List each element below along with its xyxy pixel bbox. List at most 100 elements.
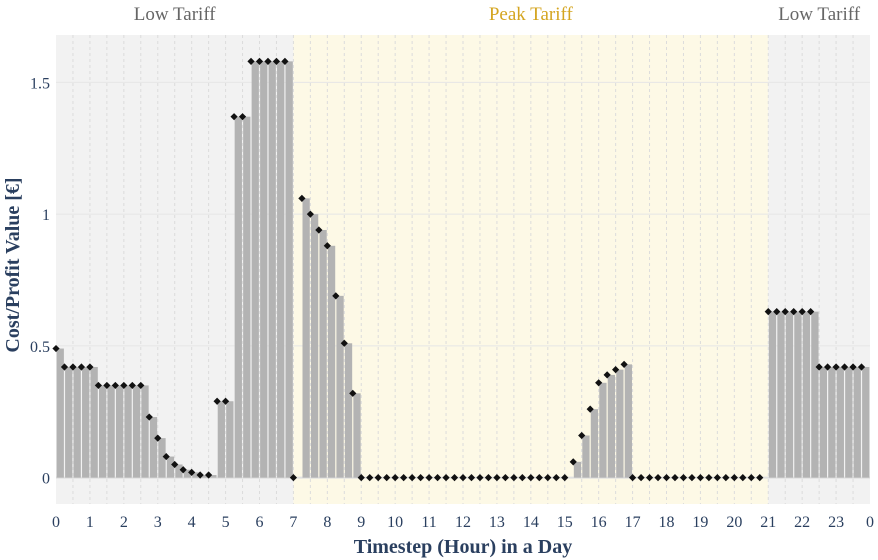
data-point-marker <box>807 308 815 316</box>
bar <box>777 311 785 478</box>
data-point-marker <box>349 389 357 397</box>
data-point-marker <box>840 363 849 371</box>
data-point-marker <box>824 363 832 371</box>
data-point-marker <box>764 308 772 316</box>
data-point-marker <box>756 474 764 482</box>
bar <box>599 382 607 478</box>
bar <box>590 409 599 478</box>
data-point-marker <box>205 471 213 479</box>
bar <box>607 374 616 478</box>
bar <box>768 311 777 478</box>
x-tick-label: 10 <box>387 514 403 531</box>
data-point-marker <box>679 474 688 482</box>
data-point-marker <box>272 57 281 65</box>
bar <box>310 214 319 478</box>
data-point-marker <box>798 308 806 316</box>
bar <box>353 393 361 478</box>
data-point-marker <box>52 344 60 353</box>
data-point-marker <box>128 381 136 390</box>
data-point-marker <box>188 468 196 476</box>
bar <box>862 366 870 478</box>
x-tick-label: 23 <box>828 514 844 531</box>
bar <box>243 116 251 478</box>
x-tick-label: 16 <box>591 514 607 531</box>
x-tick-label: 18 <box>659 514 675 531</box>
data-point-marker <box>154 434 162 442</box>
tariff-band-label: Low Tariff <box>778 4 861 25</box>
data-point-marker <box>484 474 493 482</box>
data-point-marker <box>688 474 696 482</box>
x-tick-label: 17 <box>625 514 641 531</box>
data-point-marker <box>730 474 738 482</box>
bar <box>98 385 107 478</box>
data-point-marker <box>60 363 69 371</box>
x-tick-label: 5 <box>222 514 230 531</box>
data-point-marker <box>120 381 128 390</box>
data-point-marker <box>298 194 306 202</box>
data-point-marker <box>620 360 628 368</box>
bar <box>65 366 73 478</box>
data-point-marker <box>162 452 170 461</box>
data-point-marker <box>561 474 569 482</box>
x-tick-label: 7 <box>289 514 297 531</box>
x-tick-label: 1 <box>86 514 94 531</box>
bar <box>794 311 802 478</box>
data-point-marker <box>467 474 476 482</box>
data-point-marker <box>450 474 459 482</box>
data-point-marker <box>417 474 425 482</box>
data-point-marker <box>476 474 484 482</box>
bar <box>811 311 819 478</box>
data-point-marker <box>221 397 230 405</box>
y-tick-label: 0 <box>42 471 50 488</box>
data-point-marker <box>69 363 77 371</box>
data-point-marker <box>628 474 637 482</box>
bar <box>828 366 836 478</box>
data-point-marker <box>357 474 365 482</box>
bar <box>132 385 141 478</box>
data-point-marker <box>527 474 535 482</box>
data-point-marker <box>595 379 603 387</box>
bar <box>573 461 582 478</box>
data-point-marker <box>535 474 543 482</box>
x-tick-label: 12 <box>455 514 471 531</box>
x-tick-label: 2 <box>120 514 128 531</box>
data-point-marker <box>603 371 611 379</box>
x-tick-label: 15 <box>557 514 573 531</box>
bar <box>344 343 353 478</box>
tariff-band-label: Low Tariff <box>134 4 217 25</box>
data-point-marker <box>425 474 433 482</box>
data-point-marker <box>790 308 798 316</box>
bar <box>336 295 344 478</box>
bar <box>166 456 175 478</box>
data-point-marker <box>323 242 331 250</box>
bar <box>90 366 98 478</box>
x-tick-label: 0 <box>866 514 874 531</box>
data-point-marker <box>832 363 840 371</box>
data-point-marker <box>213 397 221 405</box>
data-point-marker <box>586 405 594 413</box>
data-point-marker <box>552 474 560 482</box>
data-point-marker <box>433 474 442 482</box>
data-point-marker <box>264 57 272 65</box>
data-point-marker <box>671 474 679 482</box>
bar <box>624 364 632 478</box>
data-point-marker <box>306 210 314 218</box>
bar <box>149 417 158 478</box>
data-point-marker <box>654 474 662 482</box>
data-point-marker <box>705 474 713 482</box>
data-point-marker <box>713 474 721 482</box>
data-point-marker <box>645 474 654 482</box>
data-point-marker <box>196 471 204 479</box>
bar <box>327 245 336 478</box>
x-axis-title: Timestep (Hour) in a Day <box>354 536 573 558</box>
bar <box>209 475 217 478</box>
bar <box>234 116 242 478</box>
data-point-marker <box>569 458 577 466</box>
x-tick-label: 4 <box>188 514 196 531</box>
data-point-marker <box>857 363 866 371</box>
x-tick-label: 20 <box>726 514 742 531</box>
bar <box>260 61 268 478</box>
data-point-marker <box>578 431 586 440</box>
x-tick-label: 8 <box>323 514 331 531</box>
